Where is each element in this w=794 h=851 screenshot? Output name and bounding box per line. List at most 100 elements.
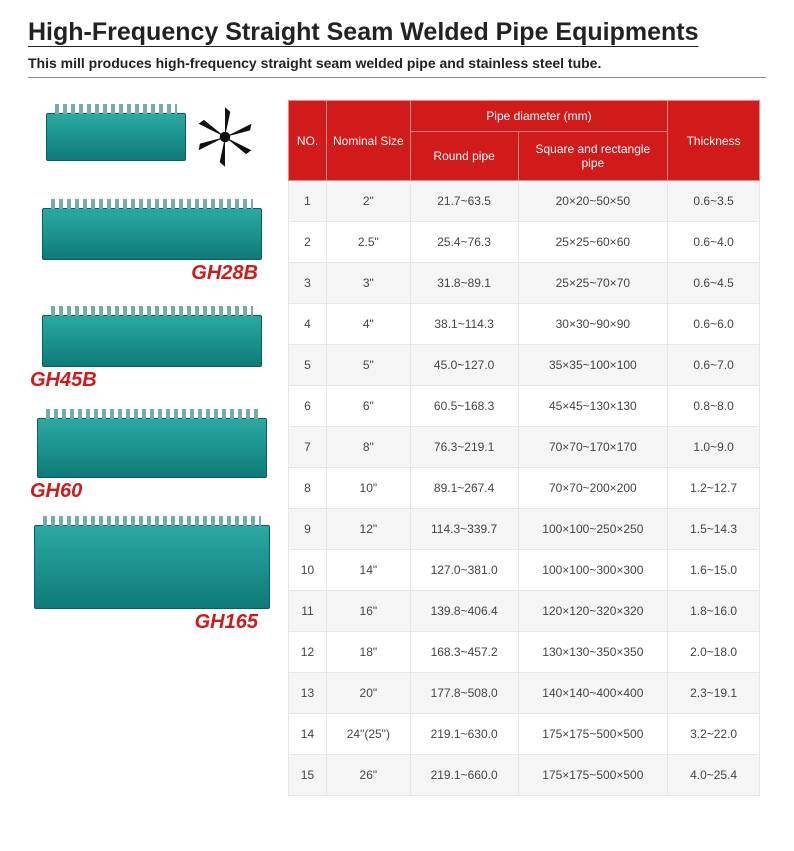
content-area: GH28B GH45B GH60 GH165 NO. Nominal S: [28, 100, 766, 796]
cell-square: 45×45~130×130: [518, 386, 668, 427]
cell-round: 38.1~114.3: [410, 304, 518, 345]
th-round: Round pipe: [410, 132, 518, 181]
cell-thickness: 0.6~6.0: [668, 304, 760, 345]
cell-no: 10: [289, 550, 327, 591]
table-body: 12"21.7~63.520×20~50×500.6~3.522.5"25.4~…: [289, 181, 760, 796]
cell-no: 6: [289, 386, 327, 427]
equipment-image: [28, 104, 276, 170]
cell-nominal: 2.5": [326, 222, 410, 263]
table-row: 810"89.1~267.470×70~200×2001.2~12.7: [289, 468, 760, 509]
table-row: 1218"168.3~457.2130×130~350×3502.0~18.0: [289, 632, 760, 673]
page-subtitle: This mill produces high-frequency straig…: [28, 55, 766, 78]
machine-icon: [37, 418, 267, 478]
cell-nominal: 8": [326, 427, 410, 468]
cell-round: 139.8~406.4: [410, 591, 518, 632]
equipment-label: GH165: [195, 611, 276, 634]
cell-nominal: 12": [326, 509, 410, 550]
table-row: 1320"177.8~508.0140×140~400×4002.3~19.1: [289, 673, 760, 714]
table-row: 912"114.3~339.7100×100~250×2501.5~14.3: [289, 509, 760, 550]
equipment-item: [28, 104, 276, 170]
cell-no: 7: [289, 427, 327, 468]
cell-square: 175×175~500×500: [518, 714, 668, 755]
machine-icon: [46, 113, 186, 161]
table-row: 1014"127.0~381.0100×100~300×3001.6~15.0: [289, 550, 760, 591]
cell-square: 175×175~500×500: [518, 755, 668, 796]
cell-no: 3: [289, 263, 327, 304]
equipment-image: [28, 418, 276, 478]
th-pipe-group: Pipe diameter (mm): [410, 101, 667, 132]
table-row: 12"21.7~63.520×20~50×500.6~3.5: [289, 181, 760, 222]
cell-nominal: 24"(25"): [326, 714, 410, 755]
table-row: 33"31.8~89.125×25~70×700.6~4.5: [289, 263, 760, 304]
cell-round: 127.0~381.0: [410, 550, 518, 591]
cell-square: 25×25~70×70: [518, 263, 668, 304]
cell-thickness: 1.5~14.3: [668, 509, 760, 550]
cell-thickness: 0.6~4.5: [668, 263, 760, 304]
spec-table: NO. Nominal Size Pipe diameter (mm) Thic…: [288, 100, 760, 796]
cell-thickness: 0.6~4.0: [668, 222, 760, 263]
equipment-label: GH28B: [191, 262, 276, 285]
cell-square: 25×25~60×60: [518, 222, 668, 263]
cell-square: 130×130~350×350: [518, 632, 668, 673]
equipment-item: GH165: [28, 525, 276, 634]
equipment-image: [28, 525, 276, 609]
table-row: 78"76.3~219.170×70~170×1701.0~9.0: [289, 427, 760, 468]
cell-square: 120×120~320×320: [518, 591, 668, 632]
reel-icon: [192, 104, 258, 170]
cell-nominal: 6": [326, 386, 410, 427]
cell-thickness: 0.6~7.0: [668, 345, 760, 386]
equipment-image: [28, 208, 276, 260]
cell-round: 60.5~168.3: [410, 386, 518, 427]
equipment-label: GH45B: [28, 369, 115, 392]
cell-round: 21.7~63.5: [410, 181, 518, 222]
cell-nominal: 26": [326, 755, 410, 796]
cell-round: 45.0~127.0: [410, 345, 518, 386]
machine-icon: [34, 525, 270, 609]
cell-no: 15: [289, 755, 327, 796]
cell-round: 89.1~267.4: [410, 468, 518, 509]
cell-square: 70×70~170×170: [518, 427, 668, 468]
table-row: 44"38.1~114.330×30~90×900.6~6.0: [289, 304, 760, 345]
table-row: 1526"219.1~660.0175×175~500×5004.0~25.4: [289, 755, 760, 796]
table-row: 1424"(25")219.1~630.0175×175~500×5003.2~…: [289, 714, 760, 755]
cell-thickness: 1.0~9.0: [668, 427, 760, 468]
cell-thickness: 1.6~15.0: [668, 550, 760, 591]
cell-nominal: 18": [326, 632, 410, 673]
cell-no: 5: [289, 345, 327, 386]
th-thickness: Thickness: [668, 101, 760, 181]
cell-thickness: 1.2~12.7: [668, 468, 760, 509]
table-row: 55"45.0~127.035×35~100×1000.6~7.0: [289, 345, 760, 386]
cell-square: 100×100~300×300: [518, 550, 668, 591]
machine-icon: [42, 208, 262, 260]
cell-nominal: 3": [326, 263, 410, 304]
cell-nominal: 10": [326, 468, 410, 509]
cell-round: 219.1~660.0: [410, 755, 518, 796]
cell-no: 11: [289, 591, 327, 632]
equipment-item: GH45B: [28, 315, 276, 392]
cell-round: 177.8~508.0: [410, 673, 518, 714]
equipment-label: GH60: [28, 480, 100, 503]
cell-nominal: 16": [326, 591, 410, 632]
th-no: NO.: [289, 101, 327, 181]
cell-square: 30×30~90×90: [518, 304, 668, 345]
cell-no: 2: [289, 222, 327, 263]
cell-nominal: 5": [326, 345, 410, 386]
th-nominal: Nominal Size: [326, 101, 410, 181]
cell-no: 4: [289, 304, 327, 345]
cell-no: 14: [289, 714, 327, 755]
cell-square: 20×20~50×50: [518, 181, 668, 222]
cell-nominal: 4": [326, 304, 410, 345]
cell-no: 9: [289, 509, 327, 550]
cell-round: 114.3~339.7: [410, 509, 518, 550]
table-header: NO. Nominal Size Pipe diameter (mm) Thic…: [289, 101, 760, 181]
cell-round: 31.8~89.1: [410, 263, 518, 304]
cell-thickness: 4.0~25.4: [668, 755, 760, 796]
equipment-item: GH28B: [28, 208, 276, 285]
cell-thickness: 2.3~19.1: [668, 673, 760, 714]
cell-square: 100×100~250×250: [518, 509, 668, 550]
cell-square: 70×70~200×200: [518, 468, 668, 509]
cell-nominal: 14": [326, 550, 410, 591]
machine-icon: [42, 315, 262, 367]
cell-no: 12: [289, 632, 327, 673]
cell-thickness: 1.8~16.0: [668, 591, 760, 632]
